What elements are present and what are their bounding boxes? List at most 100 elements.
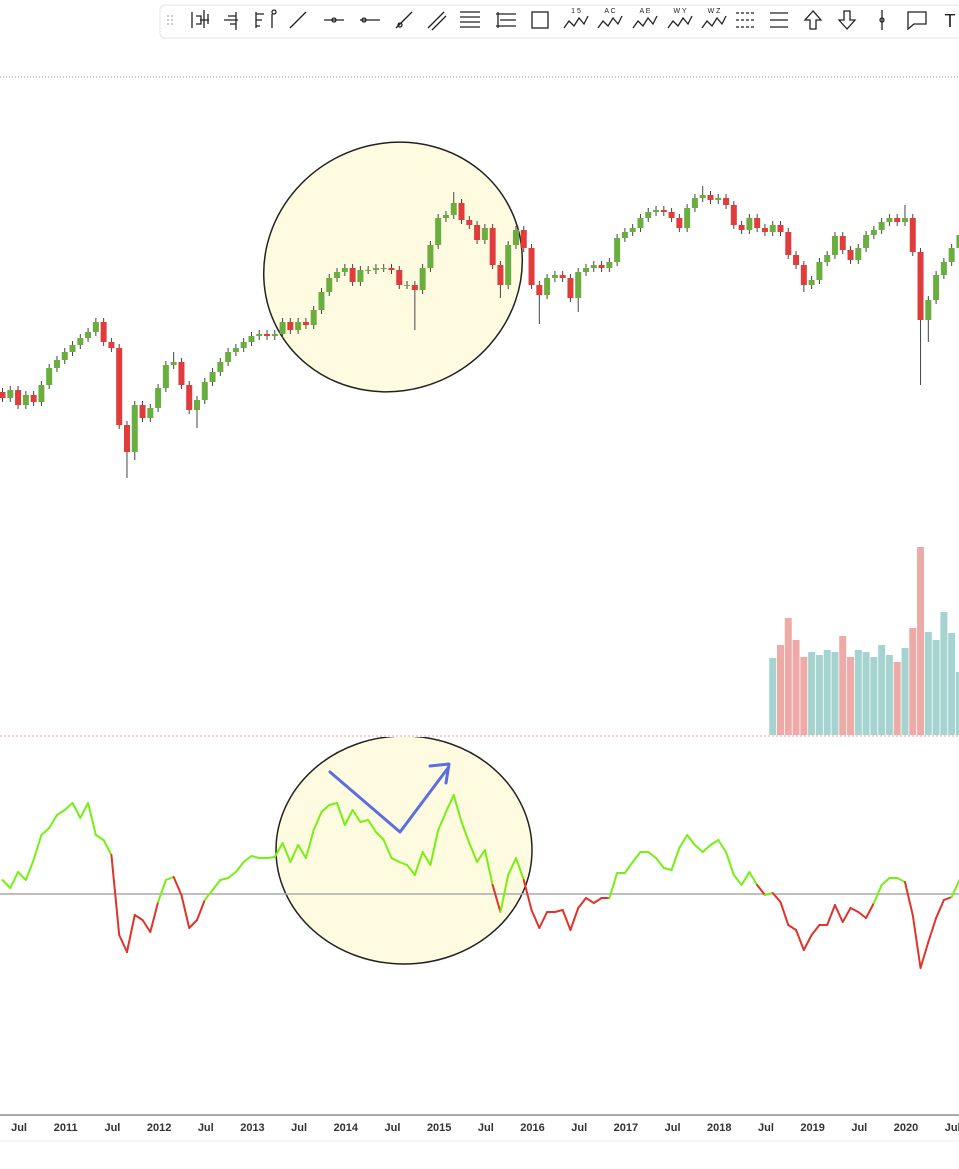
oscillator-segment [273,842,284,858]
candle-body [217,362,224,372]
oscillator-segment [24,859,35,881]
x-axis: Jul 2011 Jul 2012 Jul 2013 Jul 2014 Jul 2015 Jul 20… [11,1122,959,1134]
annotation-arrow [328,762,451,834]
candle-body [450,203,457,215]
volume-bar [948,633,956,735]
oscillator-segment [585,897,595,904]
x-tick-label: 2016 [520,1122,544,1134]
oscillator-segment [164,876,175,881]
oscillator-segment [382,839,393,859]
oscillator-segment [655,857,665,869]
candle-body [380,268,387,269]
oscillator-segment [157,879,167,903]
candle-body [7,390,14,398]
oscillator-segment [903,881,914,916]
candle-body [870,230,877,235]
tool-pattern-15[interactable] [563,15,589,29]
volume-bar [784,618,792,735]
candle-body [785,232,792,255]
oscillator-segment [725,851,735,876]
tool-price-range[interactable] [770,12,788,28]
oscillator-segment [234,861,245,873]
oscillator-segment [289,844,300,863]
toolbar [159,4,959,39]
oscillator-segment [421,851,432,866]
candle-body [863,235,870,248]
candle-body [925,300,932,320]
tool-trend[interactable] [289,11,307,29]
candle-body [419,268,426,290]
candle-body [427,245,434,268]
volume-bar [909,628,917,735]
tool-pattern-wy[interactable] [667,15,693,29]
candle-body [271,334,278,336]
tool-gann[interactable] [255,12,273,28]
oscillator-segment [561,909,572,931]
oscillator-segment [203,889,214,901]
candle-body [92,322,99,332]
volume-bar [932,640,940,735]
x-tick-label: 2020 [894,1122,918,1134]
candles [0,186,959,478]
oscillator-segment [483,849,494,886]
tool-fib-channel[interactable] [496,12,516,28]
tool-callout[interactable] [907,11,927,31]
oscillator-segment [398,861,409,866]
oscillator-segment [896,877,906,883]
oscillator-segment [188,919,198,929]
candle-body [372,268,379,270]
volume-bar [862,652,870,735]
candle-body [435,218,442,245]
tool-pattern-ac[interactable] [597,15,623,29]
candle-body [201,382,208,400]
volume-pane [769,547,959,735]
oscillator-segment [32,834,43,861]
tool-rect[interactable] [531,11,549,29]
x-tick-label: Jul [478,1122,494,1134]
candle-body [186,385,193,410]
candle-body [22,395,29,405]
tool-channel[interactable] [427,11,447,31]
oscillator-pane [0,794,959,969]
candle-body [948,248,955,262]
x-tick-label: Jul [945,1122,959,1134]
candle-body [30,395,37,402]
candle-body [318,292,325,310]
tool-pitchfork[interactable] [191,10,209,28]
oscillator-segment [686,834,696,846]
candle-body [287,322,294,330]
tool-fib[interactable] [224,12,238,30]
oscillator-segment [406,864,416,876]
candle-body [847,250,854,260]
tool-arrow-down[interactable] [837,10,857,30]
oscillator-segment [911,914,922,969]
oscillator-segment [865,902,875,919]
candle-body [131,405,138,452]
oscillator-segment [701,844,712,853]
candle-body [894,218,901,222]
oscillator-segment [732,874,743,886]
oscillator-segment [172,876,183,896]
oscillator-segment [538,911,549,929]
tool-pattern-wz[interactable] [701,15,727,29]
oscillator-segment [351,809,362,823]
tool-pattern-ae[interactable] [632,15,658,29]
candle-body [256,334,263,336]
candle-body [61,352,68,360]
volume-bar [854,650,862,735]
tool-arrow-up[interactable] [803,10,823,30]
candle-body [653,210,660,212]
oscillator-segment [841,907,852,923]
tool-text[interactable]: T [945,11,956,31]
volume-bar [769,658,777,735]
oscillator-segment [678,834,689,849]
candle-body [544,278,551,295]
volume-bar [808,652,816,735]
candle-body [0,392,6,398]
oscillator-segment [709,839,720,846]
oscillator-segment [499,874,510,913]
volume-bar [831,652,839,735]
tool-date-range[interactable] [736,12,754,28]
tool-regression[interactable] [460,11,480,28]
x-tick-label: 2013 [240,1122,264,1134]
